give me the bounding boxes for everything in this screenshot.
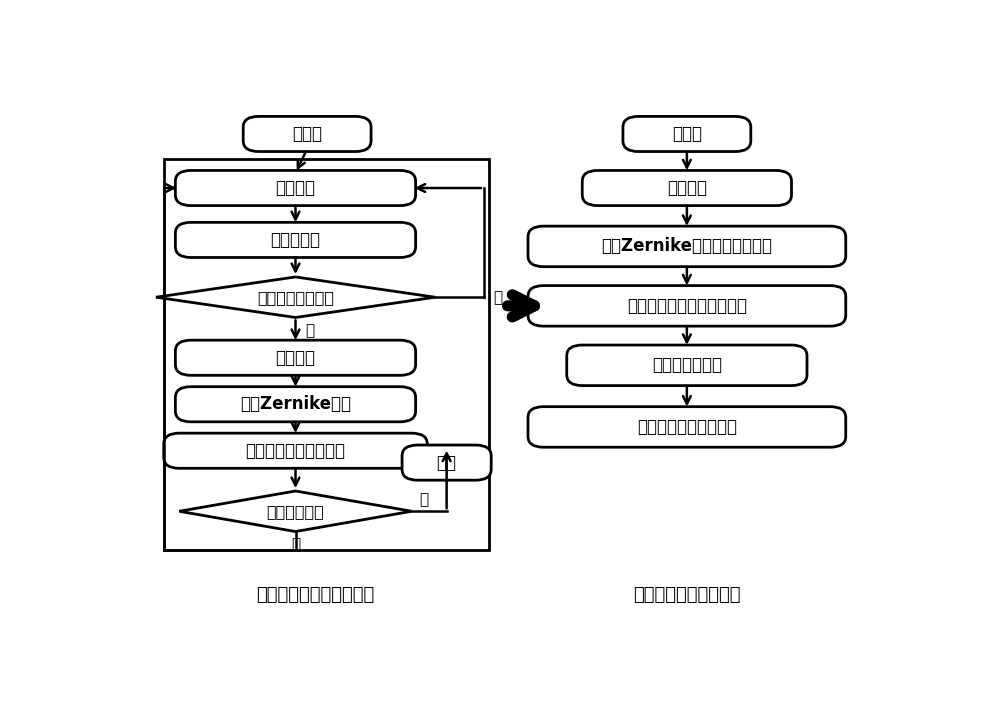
Text: 轴向扫描完成: 轴向扫描完成 (267, 504, 324, 519)
FancyBboxPatch shape (528, 226, 846, 267)
Text: 记录相位: 记录相位 (667, 179, 707, 197)
Text: 拟合Zernike系数得到像差矩阵: 拟合Zernike系数得到像差矩阵 (601, 237, 772, 256)
FancyBboxPatch shape (243, 117, 371, 152)
Text: 计算机辅助装调流程计: 计算机辅助装调流程计 (633, 586, 741, 604)
Text: 结束: 结束 (437, 453, 457, 472)
Text: 粗装调: 粗装调 (672, 125, 702, 143)
FancyBboxPatch shape (528, 406, 846, 447)
Text: 计算灵敏度矩阵的逆矩阵: 计算灵敏度矩阵的逆矩阵 (256, 586, 374, 604)
FancyBboxPatch shape (582, 171, 792, 206)
Text: 记录相位: 记录相位 (276, 349, 316, 366)
Text: 促动器移动补偿失调量: 促动器移动补偿失调量 (637, 418, 737, 436)
Text: 求解并记录灵敏度矩阵: 求解并记录灵敏度矩阵 (246, 442, 346, 460)
Text: 与灵敏度矩阵的逆矩阵相乘: 与灵敏度矩阵的逆矩阵相乘 (627, 297, 747, 315)
Text: 粗装调: 粗装调 (292, 125, 322, 143)
Text: 指定次数移动完成: 指定次数移动完成 (257, 290, 334, 305)
Text: 记录相位: 记录相位 (276, 179, 316, 197)
Text: 是: 是 (420, 492, 429, 507)
Text: 拟合Zernike系数: 拟合Zernike系数 (240, 395, 351, 413)
FancyBboxPatch shape (528, 286, 846, 326)
FancyBboxPatch shape (402, 445, 491, 480)
FancyBboxPatch shape (567, 345, 807, 385)
FancyBboxPatch shape (175, 171, 416, 206)
Text: 否: 否 (291, 538, 300, 552)
Polygon shape (156, 277, 435, 317)
Text: 促动器移动: 促动器移动 (270, 231, 320, 249)
FancyBboxPatch shape (164, 433, 427, 468)
Text: 是: 是 (305, 324, 314, 338)
FancyBboxPatch shape (175, 223, 416, 258)
FancyBboxPatch shape (623, 117, 751, 152)
FancyBboxPatch shape (175, 340, 416, 376)
Text: 否: 否 (493, 290, 502, 305)
Text: 得到位置失调量: 得到位置失调量 (652, 357, 722, 374)
Polygon shape (179, 491, 412, 531)
FancyBboxPatch shape (175, 387, 416, 422)
